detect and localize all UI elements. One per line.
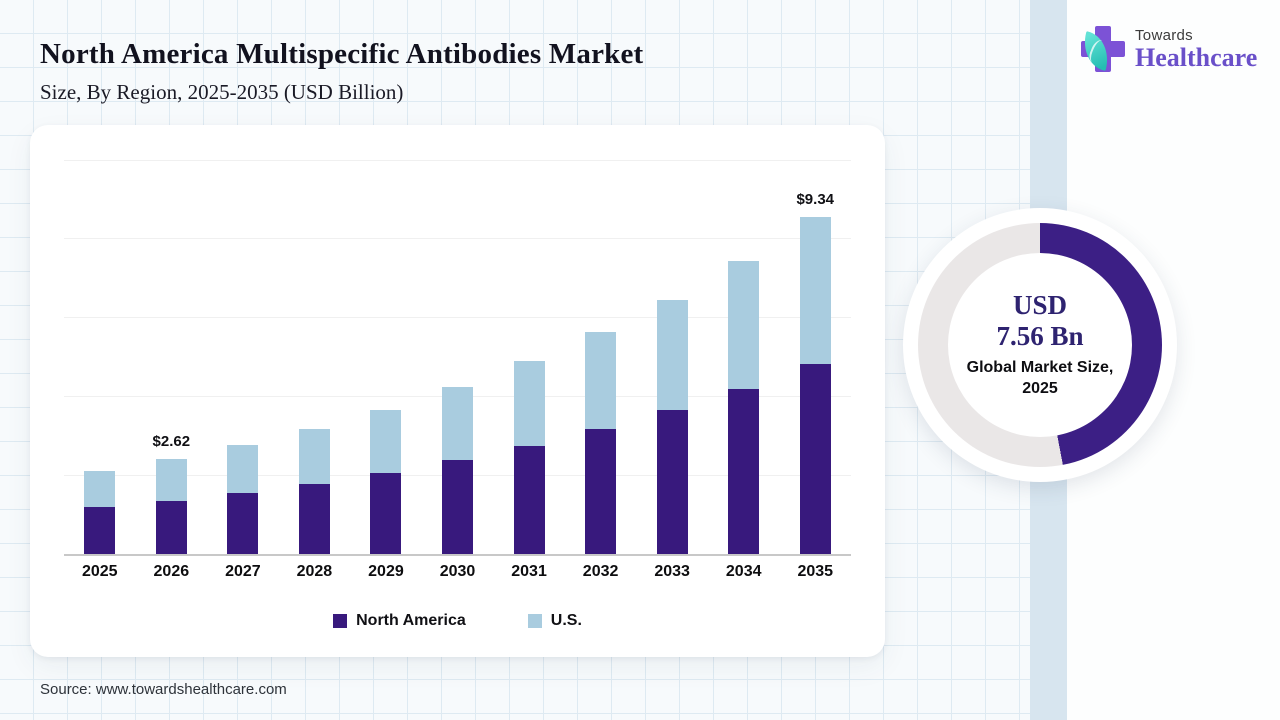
gridline	[64, 238, 851, 239]
bar-segment-us	[585, 332, 617, 429]
header: North America Multispecific Antibodies M…	[40, 38, 643, 105]
bar-group-2028	[279, 140, 351, 554]
x-tick-2032: 2032	[582, 563, 619, 580]
bar-segment-north-america	[799, 363, 831, 554]
bar-segment-us	[442, 386, 473, 460]
bar-group-2027	[207, 140, 279, 554]
stacked-bar-2035	[799, 216, 831, 554]
bar-chart-plot-area: $2.62 $9.34	[64, 140, 851, 556]
bar-group-2035: $9.34	[779, 140, 851, 554]
donut-center: USD 7.56 Bn Global Market Size, 2025	[948, 253, 1132, 437]
donut-value-amount: 7.56 Bn	[996, 321, 1084, 352]
stacked-bar-2030	[442, 386, 473, 554]
brand-name-bottom: Healthcare	[1135, 43, 1258, 72]
bar-group-2031	[493, 140, 565, 554]
bar-group-2030	[422, 140, 494, 554]
donut-caption: Global Market Size, 2025	[966, 359, 1114, 398]
legend-item-north-america: North America	[333, 612, 466, 630]
stacked-bar-2031	[513, 360, 545, 554]
gridline	[64, 160, 851, 161]
chart-legend: North America U.S.	[30, 612, 885, 630]
bar-group-2025	[64, 140, 136, 554]
donut-value-currency: USD	[1012, 290, 1067, 321]
bar-group-2026: $2.62	[136, 140, 208, 554]
bar-segment-north-america	[513, 445, 545, 554]
bar-segment-north-america	[227, 493, 259, 554]
bar-segment-north-america	[370, 473, 402, 554]
x-tick-2026: 2026	[153, 563, 190, 580]
x-tick-2029: 2029	[368, 563, 404, 580]
x-tick-2035: 2035	[797, 563, 834, 580]
bar-segment-us	[155, 459, 187, 501]
stacked-bar-2026	[155, 459, 187, 554]
bar-segment-us	[799, 216, 831, 364]
bar-segment-us	[370, 409, 402, 474]
bar-group-2032	[565, 140, 637, 554]
stacked-bar-2029	[370, 409, 402, 554]
x-tick-2034: 2034	[725, 563, 762, 580]
source-text: Source: www.towardshealthcare.com	[40, 681, 287, 698]
bar-segment-us	[298, 429, 330, 484]
legend-swatch-icon	[333, 614, 348, 628]
brand-name-top: Towards	[1135, 27, 1193, 44]
stacked-bar-2032	[585, 332, 617, 554]
stacked-bar-2027	[227, 444, 259, 554]
bar-segment-us	[84, 470, 116, 508]
x-tick-2031: 2031	[511, 563, 547, 580]
x-tick-2028: 2028	[296, 563, 333, 580]
stacked-bar-2033	[656, 299, 688, 554]
donut-gauge: USD 7.56 Bn Global Market Size, 2025	[903, 208, 1177, 482]
x-tick-2025: 2025	[81, 563, 118, 580]
bar-segment-us	[728, 260, 760, 390]
stacked-bar-2034	[728, 260, 760, 554]
bar-segment-north-america	[298, 483, 330, 554]
x-tick-2033: 2033	[654, 563, 690, 580]
bar-segment-north-america	[155, 500, 187, 554]
x-tick-2027: 2027	[225, 563, 261, 580]
bar-segment-us	[656, 299, 688, 410]
page-title: North America Multispecific Antibodies M…	[40, 38, 644, 70]
x-tick-2030: 2030	[439, 563, 476, 580]
bar-segment-north-america	[84, 507, 116, 554]
bars-row: $2.62 $9.34	[64, 140, 851, 554]
brand-logo: Towards Healthcare	[1078, 24, 1258, 74]
bar-group-2029	[350, 140, 422, 554]
page-subtitle: Size, By Region, 2025-2035 (USD Billion)	[40, 80, 404, 104]
legend-item-u-s-: U.S.	[527, 612, 582, 630]
bar-value-label-2026: $2.62	[152, 433, 191, 451]
bar-segment-north-america	[442, 459, 473, 554]
bar-segment-us	[227, 444, 259, 493]
x-axis-labels: 2025 2026 2027 2028 2029 2030 2031 2032 2033 2034…	[64, 563, 851, 581]
gridline	[64, 317, 851, 318]
stacked-bar-2025	[84, 470, 116, 554]
chart-card: $2.62 $9.34 2025 2026 2027 2028 2029 2030 2031 2…	[30, 125, 885, 657]
bar-segment-north-america	[585, 428, 617, 554]
bar-value-label-2035: $9.34	[796, 190, 835, 208]
bar-group-2033	[636, 140, 708, 554]
legend-swatch-icon	[527, 614, 542, 628]
bar-segment-north-america	[728, 389, 760, 554]
bar-group-2034	[708, 140, 780, 554]
stacked-bar-2028	[298, 429, 330, 554]
bar-segment-us	[513, 360, 545, 446]
medical-cross-leaf-icon	[1078, 24, 1126, 74]
bar-segment-north-america	[656, 409, 688, 554]
